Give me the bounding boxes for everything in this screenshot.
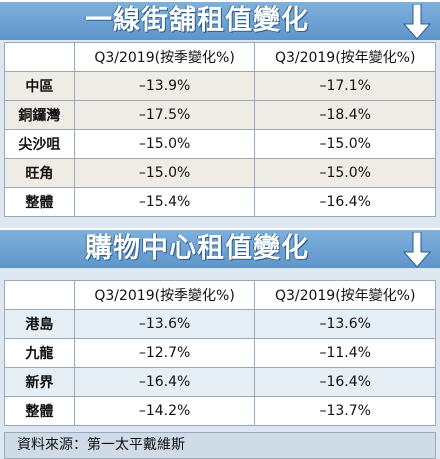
header-yoy: Q3/2019(按年變化%) [254, 280, 436, 310]
section2-table: Q3/2019(按季變化%) Q3/2019(按年變化%) 港島 –13.6% … [4, 280, 436, 426]
header-qoq: Q3/2019(按季變化%) [73, 280, 256, 310]
table-row: 銅鑼灣 –17.5% –18.4% [4, 100, 436, 130]
source-note: 資料來源：第一太平戴維斯 [4, 432, 436, 459]
section1-title: 一線街舖租值變化 [85, 5, 309, 36]
section1-banner: 一線街舖租值變化 [0, 0, 440, 40]
row-label: 九龍 [4, 338, 75, 368]
yoy-value: –18.4% [254, 100, 436, 130]
table-row: 中區 –13.9% –17.1% [4, 71, 436, 101]
table-row: 港島 –13.6% –13.6% [4, 309, 436, 339]
section2-title: 購物中心租值變化 [85, 233, 309, 264]
yoy-value: –16.4% [254, 187, 436, 217]
qoq-value: –15.4% [73, 187, 256, 217]
table-row: 整體 –15.4% –16.4% [4, 187, 436, 217]
yoy-value: –13.7% [254, 396, 436, 426]
qoq-value: –14.2% [73, 396, 256, 426]
qoq-value: –13.6% [73, 309, 256, 339]
qoq-value: –15.0% [73, 129, 256, 159]
yoy-value: –17.1% [254, 71, 436, 101]
header-qoq: Q3/2019(按季變化%) [73, 42, 256, 72]
table-row: 旺角 –15.0% –15.0% [4, 158, 436, 188]
table-row: 新界 –16.4% –16.4% [4, 367, 436, 397]
row-label: 中區 [4, 71, 75, 101]
table-row: 尖沙咀 –15.0% –15.0% [4, 129, 436, 159]
section1-table: Q3/2019(按季變化%) Q3/2019(按年變化%) 中區 –13.9% … [4, 42, 436, 217]
row-label: 新界 [4, 367, 75, 397]
row-label: 銅鑼灣 [4, 100, 75, 130]
row-label: 旺角 [4, 158, 75, 188]
yoy-value: –15.0% [254, 129, 436, 159]
table-header-row: Q3/2019(按季變化%) Q3/2019(按年變化%) [4, 280, 436, 310]
qoq-value: –15.0% [73, 158, 256, 188]
qoq-value: –17.5% [73, 100, 256, 130]
table-header-row: Q3/2019(按季變化%) Q3/2019(按年變化%) [4, 42, 436, 72]
header-corner [4, 42, 75, 72]
qoq-value: –12.7% [73, 338, 256, 368]
qoq-value: –16.4% [73, 367, 256, 397]
row-label: 整體 [4, 396, 75, 426]
table-row: 九龍 –12.7% –11.4% [4, 338, 436, 368]
qoq-value: –13.9% [73, 71, 256, 101]
down-arrow-icon [402, 4, 432, 40]
section2-banner: 購物中心租值變化 [0, 228, 440, 268]
yoy-value: –11.4% [254, 338, 436, 368]
row-label: 整體 [4, 187, 75, 217]
header-corner [4, 280, 75, 310]
table-row: 整體 –14.2% –13.7% [4, 396, 436, 426]
yoy-value: –16.4% [254, 367, 436, 397]
yoy-value: –15.0% [254, 158, 436, 188]
row-label: 尖沙咀 [4, 129, 75, 159]
header-yoy: Q3/2019(按年變化%) [254, 42, 436, 72]
down-arrow-icon [402, 232, 432, 268]
row-label: 港島 [4, 309, 75, 339]
yoy-value: –13.6% [254, 309, 436, 339]
